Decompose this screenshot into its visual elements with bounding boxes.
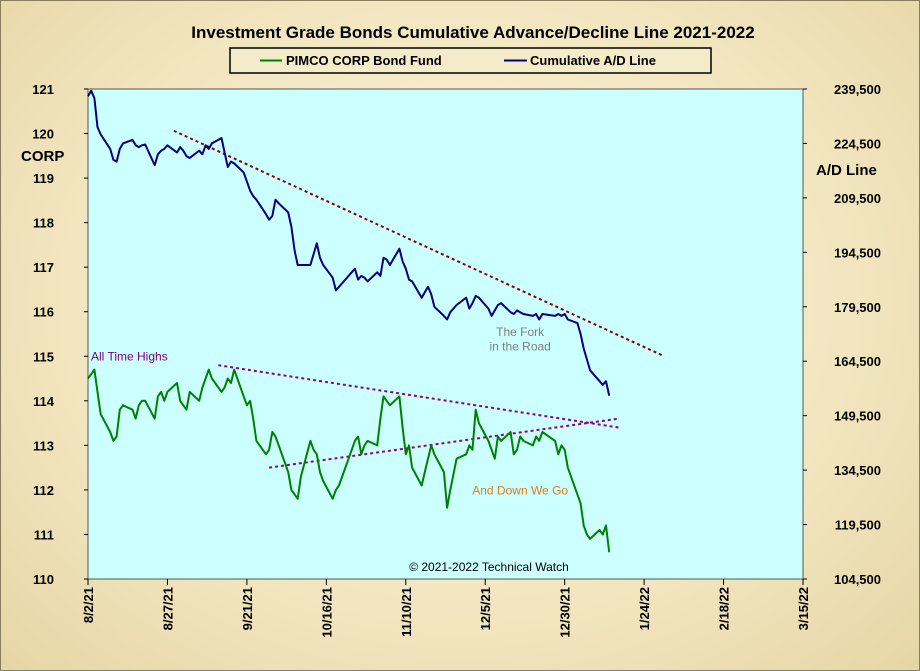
right-axis-ticks: 239,500 224,500 209,500 194,500 179,500 164,5… [803,82,881,587]
left-tick-label: 112 [33,483,54,498]
right-tick-label: 194,500 [834,245,881,260]
x-tick-label: 10/16/21 [319,587,334,638]
left-tick-label: 114 [33,394,55,409]
annotation-text: All Time Highs [91,350,168,364]
x-tick-label: 12/5/21 [478,587,493,630]
legend-label-corp: PIMCO CORP Bond Fund [286,53,442,68]
left-tick-label: 110 [33,572,54,587]
left-tick-label: 119 [33,171,54,186]
left-tick-label: 120 [32,127,54,142]
x-tick-label: 3/15/22 [796,587,811,630]
right-tick-label: 209,500 [834,191,881,206]
right-axis-label: A/D Line [816,162,877,179]
left-axis-ticks: 121 120 119 118 117 116 115 114 113 112 111 110 [32,82,88,587]
right-tick-label: 224,500 [834,136,881,151]
x-tick-label: 1/24/22 [637,587,652,630]
plot-area [87,88,804,580]
x-tick-label: 8/2/21 [81,587,96,623]
left-tick-label: 117 [33,260,54,275]
legend: PIMCO CORP Bond Fund Cumulative A/D Line [229,47,712,74]
annotation-text: in the Road [489,339,550,353]
legend-label-ad-line: Cumulative A/D Line [530,53,656,68]
right-tick-label: 119,500 [835,518,881,533]
x-tick-label: 8/27/21 [160,587,175,630]
left-tick-label: 118 [33,216,54,231]
copyright-text: © 2021-2022 Technical Watch [409,560,569,574]
chart-title: Investment Grade Bonds Cumulative Advanc… [191,23,754,42]
right-tick-label: 179,500 [834,300,881,315]
left-axis-label: CORP [21,148,64,165]
x-tick-label: 2/18/22 [717,587,732,630]
right-tick-label: 164,500 [834,354,881,369]
trendline-2 [218,364,619,429]
right-tick-label: 149,500 [834,409,881,424]
right-tick-label: 239,500 [834,82,881,97]
legend-box [229,47,712,74]
series-lines [87,89,611,553]
x-axis-ticks: 8/2/21 8/27/21 9/21/21 10/16/21 11/10/21 12/5… [81,579,811,638]
right-tick-label: 134,500 [834,463,881,478]
left-tick-label: 121 [32,82,54,97]
annotation-text: The Fork [496,325,545,339]
left-tick-label: 113 [33,438,54,453]
x-tick-label: 11/10/21 [399,587,414,637]
trendlines [173,129,664,469]
annotation-text: And Down We Go [472,483,568,497]
trendline-3 [268,417,619,469]
x-tick-label: 12/30/21 [558,587,573,638]
left-tick-label: 116 [33,305,54,320]
left-tick-label: 115 [33,349,54,364]
right-tick-label: 104,500 [834,572,881,587]
series-line-corp [87,368,611,553]
series-line-ad [87,89,611,396]
x-tick-label: 9/21/21 [240,587,255,630]
left-tick-label: 111 [34,527,54,542]
